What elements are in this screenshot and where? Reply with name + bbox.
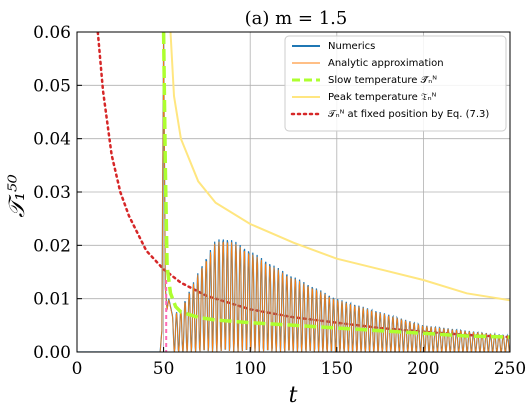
plot-area xyxy=(77,32,510,352)
legend-box xyxy=(284,35,507,132)
legend-label-numerics: Numerics xyxy=(328,41,375,52)
y-tick-label: 0.03 xyxy=(33,183,71,203)
x-axis-label: t xyxy=(289,383,298,408)
x-tick-label: 200 xyxy=(407,359,439,379)
chart-title: (a) m = 1.5 xyxy=(245,8,348,29)
y-tick-label: 0.02 xyxy=(33,236,71,256)
y-axis-label: 𝒯₁⁵⁰ xyxy=(5,174,30,217)
legend-label-fixed: 𝒯ₙᴺ at fixed position by Eq. (7.3) xyxy=(328,109,489,120)
x-tick-label: 50 xyxy=(153,359,175,379)
x-tick-label: 250 xyxy=(494,359,526,379)
legend-label-slow: Slow temperature 𝒯̄ₙᴺ xyxy=(328,75,437,86)
y-tick-label: 0.00 xyxy=(33,343,71,363)
x-tick-label: 0 xyxy=(72,359,83,379)
x-tick-label: 100 xyxy=(234,359,266,379)
x-tick-label: 150 xyxy=(321,359,353,379)
line-analytic xyxy=(77,38,510,352)
legend-label-analytic: Analytic approximation xyxy=(328,58,444,69)
legend: Numerics Analytic approximation Slow tem… xyxy=(284,35,507,132)
series-numerics-and-analytic xyxy=(77,32,510,352)
legend-label-peak: Peak temperature 𝔗ₙᴺ xyxy=(328,92,437,103)
y-tick-label: 0.04 xyxy=(33,130,71,150)
series-peak-temperature xyxy=(169,32,510,302)
series-slow-temperature xyxy=(161,32,510,339)
y-tick-label: 0.06 xyxy=(33,23,71,43)
y-tick-label: 0.01 xyxy=(33,290,71,310)
line-peak-temperature xyxy=(169,32,510,302)
y-tick-label: 0.05 xyxy=(33,76,71,96)
axis-ticks: 0 50 100 150 200 250 0.00 0.01 0.02 0.03 0.04 0.05 0… xyxy=(33,23,526,379)
line-slow-temperature xyxy=(161,32,510,339)
